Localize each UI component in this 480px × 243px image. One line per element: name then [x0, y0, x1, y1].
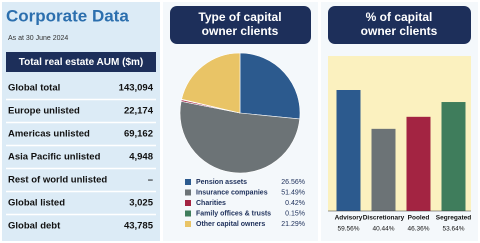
- row-value: 4,948: [129, 152, 153, 163]
- legend-value: 26.56%: [281, 179, 305, 186]
- bar-value: 40.44%: [372, 226, 394, 233]
- legend-label: Other capital owners: [196, 221, 265, 228]
- row-label: Global total: [8, 83, 60, 94]
- legend-swatch: [185, 210, 191, 217]
- legend-label: Family offices & trusts: [196, 210, 271, 217]
- bar-category: Segregated: [436, 215, 471, 222]
- row-value: 43,785: [124, 221, 154, 232]
- legend-value: 0.42%: [285, 200, 305, 207]
- row-value: –: [148, 175, 153, 186]
- bar-chart: Advisory 59.56% Discretionary 40.44% Pooled 4…: [328, 90, 471, 233]
- legend-label: Charities: [196, 200, 226, 207]
- bar: [336, 90, 361, 211]
- bar-value: 53.64%: [442, 226, 464, 233]
- legend-value: 21.29%: [281, 221, 305, 228]
- bar-value: 46.36%: [407, 226, 429, 233]
- pie-slice: [239, 52, 301, 120]
- bar: [371, 128, 396, 211]
- table-header: Total real estate AUM ($m): [19, 57, 143, 68]
- pie-chart: Pension assets 26.56% Insurance companies 5…: [179, 52, 305, 228]
- row-label: Global listed: [8, 198, 65, 209]
- bar: [441, 102, 466, 211]
- table-body: Global total 143,094 Europe unlisted 22,174…: [6, 83, 156, 232]
- bar-title-box: [328, 6, 471, 44]
- row-value: 3,025: [129, 198, 153, 209]
- page-subtitle: As at 30 June 2024: [8, 35, 68, 42]
- legend-swatch: [185, 221, 191, 227]
- row-label: Rest of world unlisted: [8, 175, 107, 186]
- row-label: Americas unlisted: [8, 129, 90, 140]
- legend-value: 51.49%: [281, 189, 305, 196]
- legend-label: Insurance companies: [196, 189, 268, 196]
- pie-slice: [181, 52, 241, 114]
- row-label: Global debt: [8, 221, 61, 232]
- pie-title-box: [170, 6, 311, 44]
- pie-slice: [179, 100, 301, 174]
- page-title: Corporate Data: [6, 6, 129, 25]
- row-label: Europe unlisted: [8, 106, 80, 117]
- table-panel: [2, 2, 160, 241]
- bar-title: % of capital owner clients: [361, 10, 438, 38]
- row-value: 22,174: [124, 106, 154, 117]
- row-value: 143,094: [119, 83, 154, 94]
- bar: [406, 116, 431, 211]
- legend-swatch: [185, 179, 191, 185]
- bar-category: Pooled: [408, 215, 430, 222]
- row-label: Asia Pacific unlisted: [8, 152, 101, 163]
- row-value: 69,162: [124, 129, 153, 140]
- legend-label: Pension assets: [196, 179, 247, 186]
- legend-value: 0.15%: [285, 210, 305, 217]
- bar-value: 59.56%: [337, 226, 359, 233]
- table-header-box: [6, 52, 156, 72]
- legend-swatch: [185, 189, 191, 196]
- pie-title: Type of capital owner clients: [198, 10, 281, 38]
- bar-category: Advisory: [335, 215, 363, 222]
- bar-category: Discretionary: [363, 215, 405, 222]
- legend-swatch: [185, 200, 191, 206]
